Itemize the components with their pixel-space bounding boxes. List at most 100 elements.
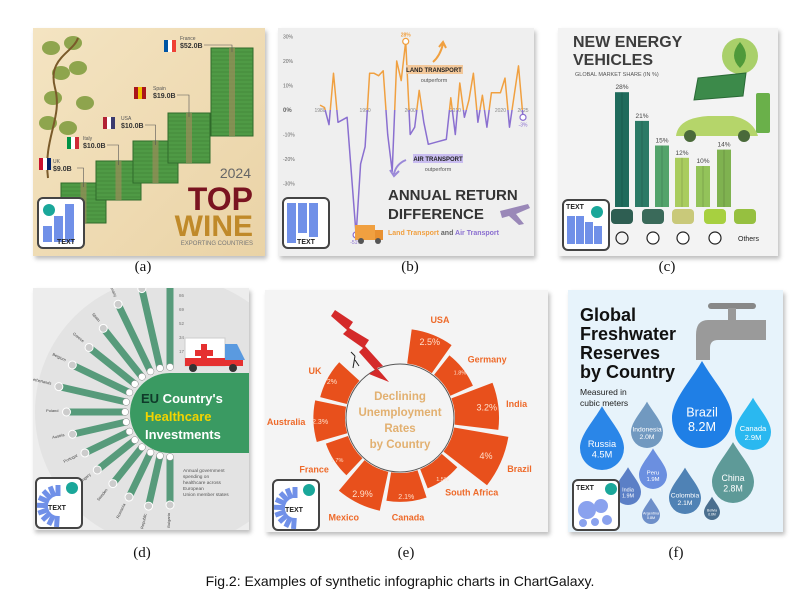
sector-canada (386, 470, 427, 502)
badge-bubble-icon (578, 501, 596, 519)
car-icon (734, 209, 756, 224)
rank-circle (146, 448, 155, 457)
country-label: Belgium (52, 352, 68, 363)
car-icon (611, 209, 633, 224)
title-line-1: ANNUAL RETURN (388, 187, 518, 204)
country-label: China (721, 473, 744, 483)
subtitle: GLOBAL MARKET SHARE (IN %) (575, 72, 659, 78)
flag-germany-icon (113, 299, 123, 309)
value-label: $52.0B (180, 43, 203, 50)
ambulance-stripe (185, 358, 243, 366)
title-line: Freshwater (580, 324, 676, 344)
country-label: Italy (83, 136, 93, 142)
series-line (319, 40, 524, 236)
subtitle-line: Measured in (580, 387, 627, 397)
axis-tick-label: 86 (179, 293, 185, 298)
flag-portugal-icon (80, 448, 90, 458)
badge-fan-icon (41, 489, 53, 501)
bar-czech-republic (145, 452, 164, 510)
sector-india (451, 382, 500, 430)
subtitle-part: Land Transport (388, 230, 440, 237)
rank-circle (122, 418, 130, 426)
flag-netherlands-icon (54, 382, 64, 392)
bar-spain (99, 324, 146, 381)
money-band (186, 113, 192, 163)
bar-value-label: 14% (717, 142, 730, 149)
y-tick-label: -30% (283, 182, 295, 188)
title-eu: EU (141, 391, 159, 406)
panel-d-eu-healthcare: ItalyFranceGermanySpainGreeceBelgiumNeth… (33, 288, 249, 530)
max-point-marker (402, 37, 410, 45)
country-label: Canada (392, 513, 426, 523)
country-label: Argentina (643, 512, 660, 516)
description-line: Annual government (183, 468, 225, 474)
image-icon (43, 204, 55, 216)
country-label: India (622, 487, 635, 493)
vine-leaf-icon (76, 96, 94, 110)
description-line: healthcare across (183, 480, 221, 486)
flag-stripe (47, 158, 51, 170)
chartgalaxy-badge: TEXT (562, 199, 610, 251)
title-line: Unemployment (358, 407, 441, 419)
vine-leaf-icon (59, 121, 77, 135)
flag-france-icon (164, 40, 176, 52)
bar-value-label: 12% (675, 150, 688, 157)
max-point-label: 28% (401, 32, 412, 38)
flag-greece-icon (84, 342, 94, 352)
bar-portugal (81, 428, 133, 457)
country-label: Russia (588, 439, 617, 449)
flag-stripe (138, 87, 142, 99)
image-icon (66, 482, 78, 494)
value-label: 0.6M (708, 513, 716, 517)
bar-0 (615, 92, 629, 207)
bar-4 (696, 166, 710, 207)
description-line: spending on (183, 474, 209, 480)
flag-stripe (43, 158, 47, 170)
flag-poland-icon (62, 407, 71, 417)
y-tick-label: 20% (283, 59, 294, 65)
country-label: USA (430, 315, 450, 325)
figure-caption: Fig.2: Examples of synthetic infographic… (205, 573, 595, 589)
value-label: 4% (479, 451, 492, 461)
bar-france (138, 288, 164, 372)
flag-france-icon (137, 288, 147, 294)
bar-2 (655, 145, 669, 207)
flag-bulgaria-icon (165, 500, 175, 510)
drop-bolivia (704, 496, 720, 520)
rank-circle (166, 453, 174, 461)
sublabel-b: (b) (401, 259, 419, 275)
faucet-stem (728, 308, 736, 320)
title-line-1: EU Country's (141, 391, 223, 406)
title-line: by Country (370, 439, 431, 451)
land-annotation: LAND TRANSPORT (406, 68, 462, 74)
badge-fan-icon (291, 517, 297, 530)
bar-value-label: 15% (655, 138, 668, 145)
country-label: Bolivia (707, 509, 717, 513)
value-label: $19.0B (153, 93, 176, 100)
flag-stripe (172, 40, 176, 52)
money-band (229, 48, 235, 136)
value-label: $10.0B (121, 123, 144, 130)
value-label: 1.9M (646, 477, 659, 483)
axis-tick-label: 34 (179, 335, 185, 340)
y-tick-label: 30% (283, 35, 294, 41)
badge-fan-icon (54, 515, 60, 528)
flag-czech-republic-icon (144, 501, 154, 511)
flag-stripe (164, 40, 168, 52)
air-annotation-sub: outperform (425, 167, 452, 173)
drop-canada (735, 397, 771, 450)
country-label: Spain (153, 86, 166, 92)
bar-netherlands (55, 383, 130, 406)
flag-uk-icon (39, 158, 51, 170)
bar-germany (114, 300, 154, 375)
badge-bar-icon (43, 226, 52, 242)
x-tick-label: 2000 (405, 108, 416, 114)
y-tick-label: -10% (283, 133, 295, 139)
faucet-body (696, 320, 766, 360)
last-point-marker (519, 113, 527, 121)
car-wheel (738, 130, 750, 142)
bar-value-label: 21% (635, 113, 648, 120)
badge-bar-icon (585, 222, 593, 244)
land-annotation-sub: outperform (421, 78, 448, 84)
logo-volkswagen-icon (646, 231, 660, 245)
